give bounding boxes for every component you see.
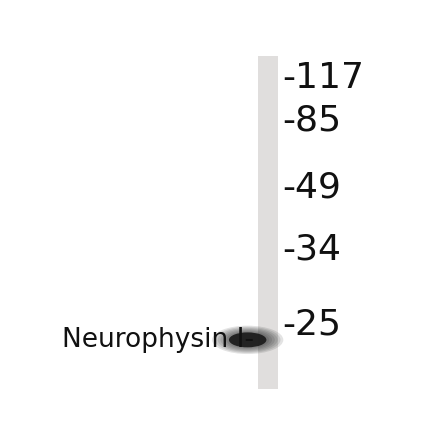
Ellipse shape bbox=[215, 327, 280, 353]
Ellipse shape bbox=[212, 325, 283, 354]
Ellipse shape bbox=[218, 328, 278, 352]
Ellipse shape bbox=[220, 329, 275, 351]
Text: -34: -34 bbox=[282, 233, 341, 267]
Text: -49: -49 bbox=[282, 170, 341, 204]
Text: Neurophysin I-: Neurophysin I- bbox=[62, 327, 254, 353]
Text: -25: -25 bbox=[282, 307, 341, 342]
Ellipse shape bbox=[229, 333, 267, 348]
Bar bbox=[258, 56, 279, 389]
Ellipse shape bbox=[223, 330, 272, 350]
Ellipse shape bbox=[226, 331, 269, 348]
Text: -117: -117 bbox=[282, 61, 364, 95]
Text: -85: -85 bbox=[282, 104, 341, 138]
